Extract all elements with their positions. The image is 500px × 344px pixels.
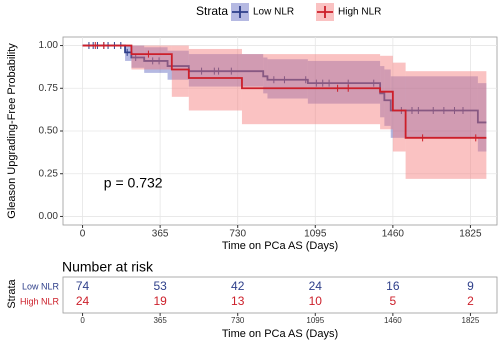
censor-mark [133,54,139,62]
risk-x-tick-label: 1095 [306,316,324,325]
risk-panel [62,276,498,314]
x-tick-label: 1460 [382,229,405,240]
confidence-band [171,45,189,97]
legend-key [317,6,333,18]
censor-mark [281,76,287,84]
survival-curve [82,44,487,139]
censor-mark [420,134,426,142]
x-tick-label: 0 [80,229,86,240]
x-axis-title: Time on PCa AS (Days) [222,240,338,252]
y-tick-label: 0.00 [39,211,59,222]
censor-mark [124,48,130,56]
censor-mark [441,106,447,114]
risk-count: 53 [153,279,167,293]
y-tick-label: 0.50 [39,126,59,137]
censor-mark [216,67,222,75]
censor-mark [320,79,326,87]
censor-mark [460,106,466,114]
censor-mark [101,42,107,50]
censor-mark [271,76,277,84]
risk-x-title: Time on PCa AS (Days) [222,328,338,340]
censor-mark [313,79,319,87]
risk-count: 42 [231,279,245,293]
risk-x-tick-label: 1825 [462,316,480,325]
censor-mark [145,50,151,58]
risk-count: 2 [467,294,474,308]
confidence-band [384,69,391,126]
confidence-band [405,71,487,179]
censor-mark [150,57,156,65]
y-tick-label: 1.00 [39,40,59,51]
x-tick-label: 365 [152,229,169,240]
risk-count: 13 [231,294,245,308]
legend-key [232,6,248,18]
x-tick-label: 1095 [304,229,327,240]
censor-mark [335,84,341,92]
censor-mark [430,106,436,114]
y-tick-label: 0.25 [39,168,59,179]
censor-mark [409,106,415,114]
y-axis-title: Gleason Upgrading-Free Probability [6,43,18,219]
risk-count: 74 [76,279,90,293]
risk-count: 24 [76,294,90,308]
censor-mark [345,84,351,92]
legend-title: Strata [196,4,228,18]
censor-mark [303,76,309,84]
censor-mark [211,67,217,75]
censor-mark [451,106,457,114]
risk-x-tick-label: 365 [153,316,167,325]
censor-mark [228,67,234,75]
x-tick-label: 730 [229,229,246,240]
risk-count: 5 [390,294,397,308]
risk-count: 9 [467,279,474,293]
annotation: p = 0.732 [104,175,163,191]
risk-count: 16 [386,279,400,293]
confidence-band [477,83,487,152]
risk-x-tick-label: 1460 [384,316,402,325]
risk-x-tick-label: 0 [80,316,85,325]
confidence-band [392,62,406,152]
censor-mark [326,79,332,87]
legend-label: Low NLR [253,7,294,18]
legend-label: High NLR [338,7,381,18]
censor-mark [473,134,479,142]
risk-x-tick-label: 730 [231,316,245,325]
censor-mark [199,67,205,75]
risk-y-title: Strata [6,278,18,308]
risk-count: 19 [153,294,167,308]
risk-row-label: Low NLR [22,281,60,291]
censor-mark [92,42,98,50]
censor-mark [415,106,421,114]
risk-count: 24 [309,279,323,293]
risk-row-label: High NLR [20,296,60,306]
y-tick-label: 0.75 [39,83,59,94]
confidence-band [188,48,242,111]
censor-mark [371,79,377,87]
confidence-band [131,45,172,70]
censor-mark [156,57,162,65]
x-tick-label: 1825 [459,229,482,240]
risk-count: 10 [309,294,323,308]
risk-title: Number at risk [62,259,154,275]
